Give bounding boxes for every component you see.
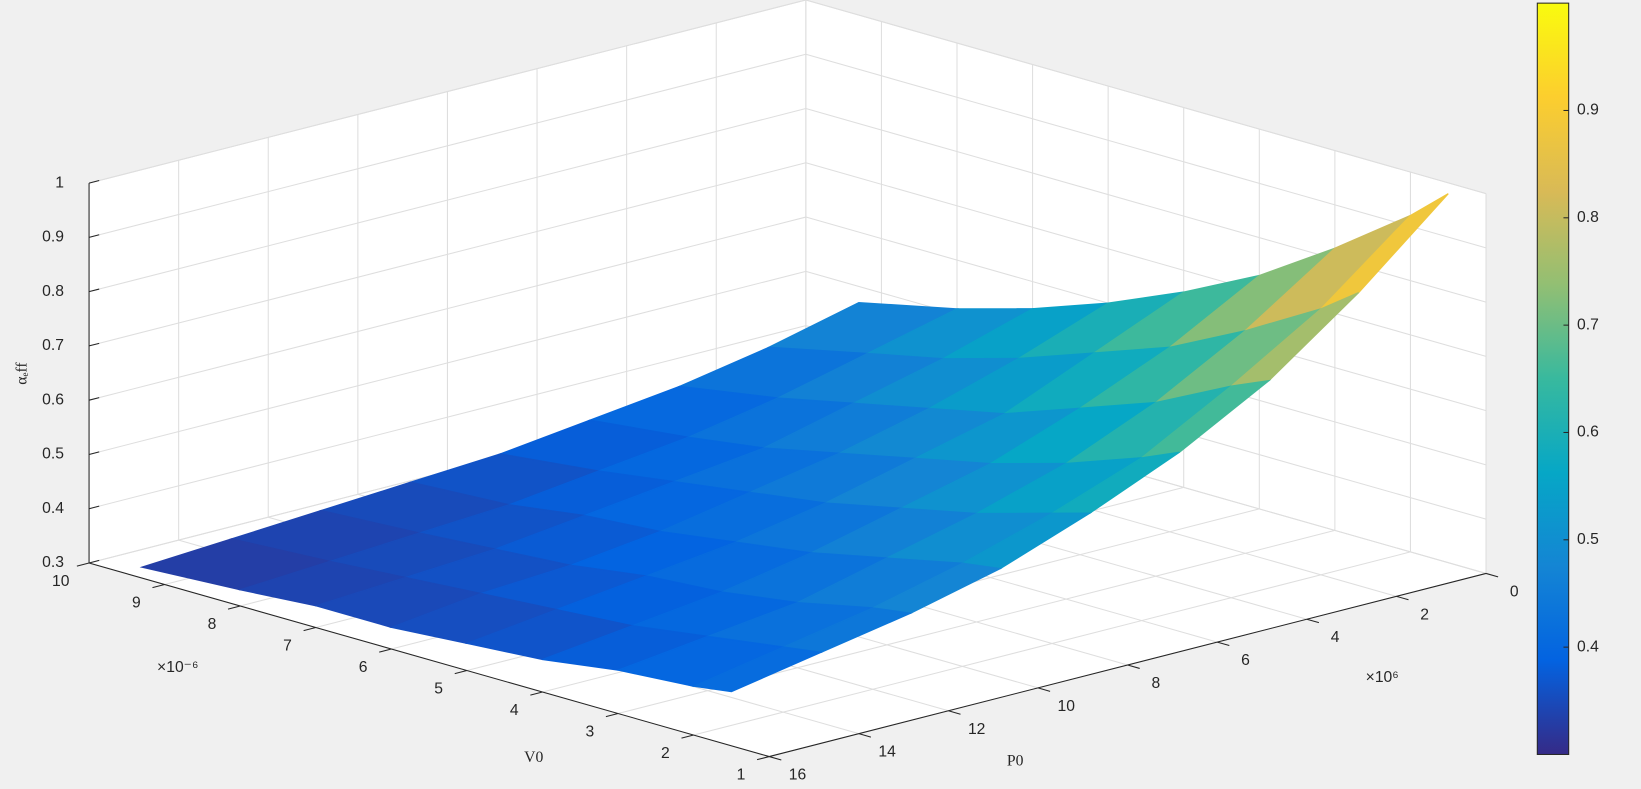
y-tick-label: 6 [1241,652,1250,669]
y-tick [1485,572,1499,578]
z-tick-label: 1 [55,174,64,191]
y-tick [948,710,961,715]
y-tick-label: 0 [1510,583,1519,600]
x-axis-label: V0 [524,749,543,766]
colorbar [1536,2,1570,755]
axis-line [805,0,1487,195]
x-tick-label: 1 [737,767,746,784]
z-tick [88,559,100,564]
y-axis-label: P0 [1007,752,1024,769]
z-tick [88,505,100,510]
z-tick [88,342,100,347]
z-tick-label: 0.3 [42,554,64,571]
z-tick-label: 0.9 [42,229,64,246]
y-tick [769,756,782,761]
x-tick [756,756,770,761]
z-tick [88,288,100,293]
z-tick-label: 0.4 [42,500,64,517]
grid-line [805,162,1487,357]
x-tick [681,734,694,739]
x-tick [379,648,392,653]
colorbar-tick-label: 0.4 [1577,638,1599,655]
x-tick [303,626,316,632]
z-tick [88,234,100,238]
y-tick-label: 4 [1331,629,1340,646]
grid-line [88,162,806,347]
x-tick [227,605,241,610]
y-tick [1396,595,1409,601]
y-tick [1127,664,1140,669]
y-tick [1306,618,1320,624]
colorbar-tick-label: 0.7 [1577,316,1599,333]
x-tick-label: 7 [283,637,292,654]
z-tick [88,397,100,401]
z-tick-label: 0.5 [42,446,64,463]
x-tick [76,562,90,567]
grid-line [88,216,806,401]
z-tick-label: 0.6 [42,391,64,408]
y-tick [1037,687,1051,692]
z-tick-label: 0.7 [42,337,64,354]
grid-line [88,325,806,510]
x-tick-label: 5 [434,680,443,697]
z-axis-label: αₑff [14,362,31,385]
x-tick-label: 2 [661,745,670,762]
y-tick [858,733,872,738]
y-tick-label: 10 [1058,698,1076,715]
axis-line [88,562,770,758]
colorbar-tick-label: 0.5 [1577,531,1599,548]
y-tick-label: 16 [789,767,807,784]
x-tick-label: 6 [359,659,368,676]
x-tick-label: 10 [52,573,70,590]
x-tick-label: 4 [510,702,519,719]
y-tick-label: 14 [878,744,896,761]
y-exponent: ×10⁶ [1366,669,1399,686]
x-tick-label: 9 [132,594,141,611]
surface-patch [691,646,824,693]
grid-line [88,53,806,238]
x-exponent: ×10⁻⁶ [157,659,198,676]
x-tick [454,670,468,675]
z-tick [88,180,100,184]
grid-line [88,270,806,455]
grid-line [805,53,1487,249]
grid-line [88,108,806,293]
x-tick [605,713,619,718]
x-tick-label: 8 [208,616,217,633]
colorbar-tick-label: 0.9 [1577,102,1599,119]
z-tick [88,451,100,455]
x-tick [152,583,165,589]
colorbar-tick-label: 0.6 [1577,424,1599,441]
x-tick-label: 3 [585,724,594,741]
axis-line [88,0,806,184]
y-tick-label: 8 [1152,675,1161,692]
y-tick-label: 12 [968,721,985,738]
colorbar-tick-label: 0.8 [1577,209,1599,226]
x-tick [530,691,543,696]
z-tick-label: 0.8 [42,283,64,300]
y-tick [1217,641,1230,647]
y-tick-label: 2 [1420,606,1429,623]
